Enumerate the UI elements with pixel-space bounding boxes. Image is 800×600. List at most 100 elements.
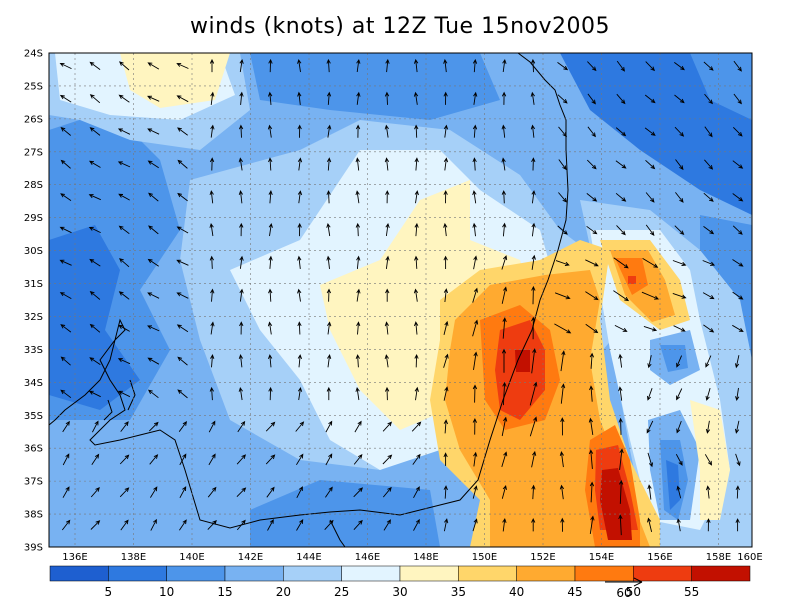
wind-arrow xyxy=(89,160,101,168)
wind-arrow xyxy=(558,192,568,203)
wind-arrow xyxy=(618,353,623,368)
wind-arrow xyxy=(531,450,537,468)
wind-arrow xyxy=(89,357,101,365)
wind-arrow xyxy=(89,127,101,136)
wind-arrow xyxy=(90,520,101,530)
wind-arrow xyxy=(472,124,478,138)
wind-arrow xyxy=(296,486,303,499)
wind-arrow xyxy=(89,94,101,104)
wind-arrow xyxy=(443,190,448,204)
wind-arrow xyxy=(615,192,627,202)
wind-arrow xyxy=(92,420,99,433)
wind-arrow xyxy=(326,157,332,171)
fill-region-10-eddy xyxy=(666,460,680,510)
wind-arrow xyxy=(558,126,567,138)
wind-arrow xyxy=(531,254,536,270)
wind-arrow xyxy=(586,193,598,202)
wind-arrow xyxy=(531,484,536,500)
wind-arrow xyxy=(414,353,419,368)
wind-arrow xyxy=(237,420,246,433)
wind-arrow xyxy=(616,60,626,72)
wind-arrow xyxy=(530,58,536,73)
wind-arrow xyxy=(502,222,507,237)
wind-arrow xyxy=(705,355,712,368)
wind-arrow xyxy=(675,453,683,466)
wind-arrow xyxy=(501,485,507,499)
wind-arrow xyxy=(148,192,159,202)
wind-arrow xyxy=(554,292,571,300)
wind-arrow xyxy=(588,417,594,435)
wind-arrow xyxy=(412,453,421,465)
wind-arrow xyxy=(355,386,360,401)
wind-arrow xyxy=(267,124,273,138)
colorbar-swatch xyxy=(458,565,517,582)
fill-region-15-north xyxy=(250,53,500,120)
wind-arrow xyxy=(384,354,389,368)
wind-arrow xyxy=(643,325,658,332)
wind-arrow xyxy=(704,454,713,466)
wind-arrow xyxy=(117,128,131,135)
wind-arrow xyxy=(443,485,448,499)
wind-arrow xyxy=(117,161,131,168)
wind-arrow xyxy=(385,190,390,204)
wind-arrow xyxy=(732,126,743,137)
wind-arrow xyxy=(326,91,332,105)
wind-arrow xyxy=(239,321,244,335)
wind-arrow xyxy=(356,255,361,269)
wind-arrow xyxy=(414,124,419,138)
wind-arrow xyxy=(147,95,160,102)
wind-arrow xyxy=(209,255,214,269)
wind-arrow xyxy=(501,255,508,270)
wind-arrow xyxy=(147,62,160,70)
wind-arrow xyxy=(297,58,302,73)
wind-arrow xyxy=(732,225,743,235)
wind-arrow xyxy=(557,225,568,235)
wind-arrow xyxy=(327,354,332,368)
wind-arrow xyxy=(326,190,331,204)
wind-arrow xyxy=(326,58,331,73)
wind-arrow xyxy=(676,518,681,532)
colorbar-level-label: 50 xyxy=(626,585,641,599)
wind-arrow xyxy=(676,485,682,499)
wind-arrow xyxy=(150,486,158,498)
wind-arrow xyxy=(382,421,392,432)
wind-arrow xyxy=(472,58,478,73)
wind-arrow xyxy=(354,420,362,433)
wind-arrow xyxy=(645,192,655,203)
wind-arrow xyxy=(353,519,363,531)
wind-arrow xyxy=(413,518,420,531)
wind-arrow xyxy=(531,190,536,204)
wind-arrow xyxy=(236,454,246,465)
wind-arrow xyxy=(120,421,129,432)
wind-arrow xyxy=(502,517,507,532)
wind-arrow xyxy=(119,258,130,268)
wind-arrow xyxy=(179,519,187,531)
wind-arrow xyxy=(618,514,623,536)
wind-arrow xyxy=(297,124,302,138)
wind-arrow xyxy=(554,323,572,334)
wind-arrow xyxy=(356,288,361,302)
colorbar-swatch xyxy=(108,565,167,582)
wind-arrow xyxy=(177,192,188,202)
wind-arrow xyxy=(641,291,660,300)
lat-label: 27S xyxy=(24,147,43,158)
wind-arrow xyxy=(177,389,188,399)
wind-arrow xyxy=(589,385,594,402)
lat-label: 28S xyxy=(24,180,43,191)
wind-arrow xyxy=(176,62,189,69)
lat-label: 25S xyxy=(24,81,43,92)
wind-arrow xyxy=(384,157,390,171)
wind-arrow xyxy=(559,451,564,468)
wind-arrow xyxy=(210,321,215,335)
wind-arrow xyxy=(644,94,656,104)
wind-arrow xyxy=(265,454,276,465)
colorbar-level-label: 10 xyxy=(159,585,174,599)
wind-arrow xyxy=(703,192,714,202)
wind-arrow xyxy=(618,386,623,401)
wind-arrow xyxy=(147,258,159,267)
wind-arrow xyxy=(472,518,478,532)
wind-arrow xyxy=(209,157,215,171)
wind-arrow xyxy=(642,258,659,268)
colorbar-level-label: 5 xyxy=(105,585,113,599)
wind-arrow xyxy=(645,61,656,72)
